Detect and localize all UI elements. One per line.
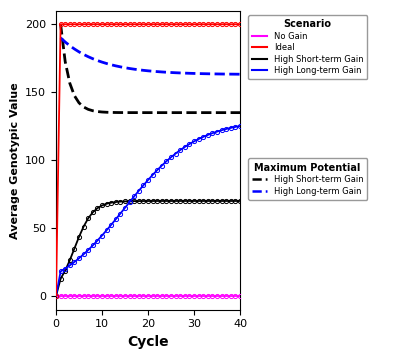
X-axis label: Cycle: Cycle	[127, 335, 169, 349]
Y-axis label: Average Genotypic Value: Average Genotypic Value	[10, 82, 20, 239]
Legend: High Short-term Gain, High Long-term Gain: High Short-term Gain, High Long-term Gai…	[248, 158, 368, 200]
